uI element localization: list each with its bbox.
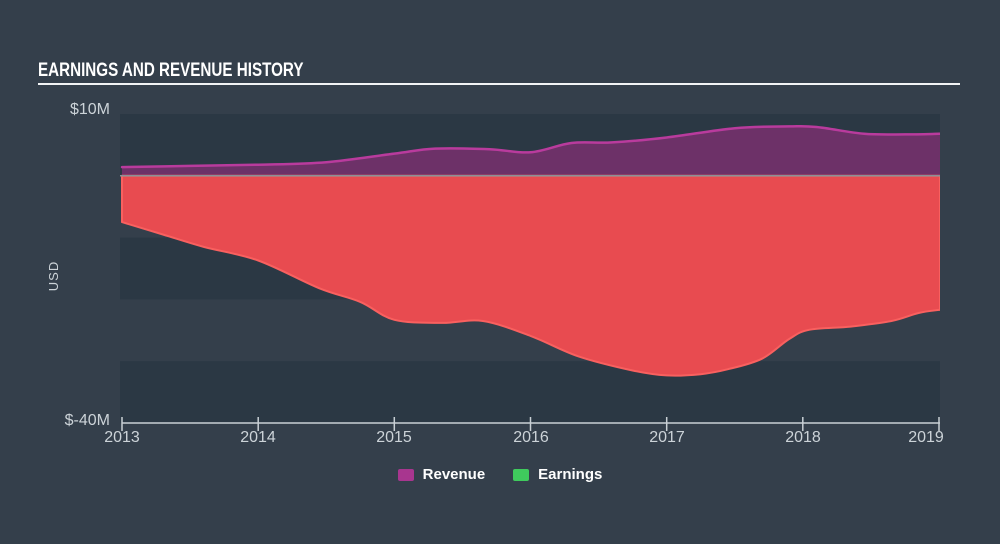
page-title: EARNINGS AND REVENUE HISTORY (38, 60, 304, 81)
earnings-legend-label: Earnings (538, 466, 603, 483)
earnings-swatch-icon (513, 468, 530, 481)
x-tick-2017: 2017 (649, 429, 685, 446)
legend: Revenue Earnings (0, 466, 1000, 483)
x-tick-2014: 2014 (240, 429, 276, 446)
x-tick-2013: 2013 (104, 429, 140, 446)
x-tick-2019: 2019 (908, 429, 944, 446)
legend-item-revenue[interactable]: Revenue (397, 466, 486, 483)
title-underline (38, 83, 960, 85)
x-tick-2015: 2015 (376, 429, 412, 446)
revenue-swatch-icon (397, 468, 414, 481)
legend-item-earnings[interactable]: Earnings (513, 466, 602, 483)
y-axis-title: USD (46, 260, 61, 292)
plot-area (120, 114, 940, 431)
x-tick-2016: 2016 (513, 429, 549, 446)
revenue-legend-label: Revenue (422, 466, 486, 483)
x-tick-2018: 2018 (785, 429, 821, 446)
y-axis-label-bottom: $-40M (64, 412, 110, 429)
y-axis-label-top: $10M (69, 101, 110, 118)
